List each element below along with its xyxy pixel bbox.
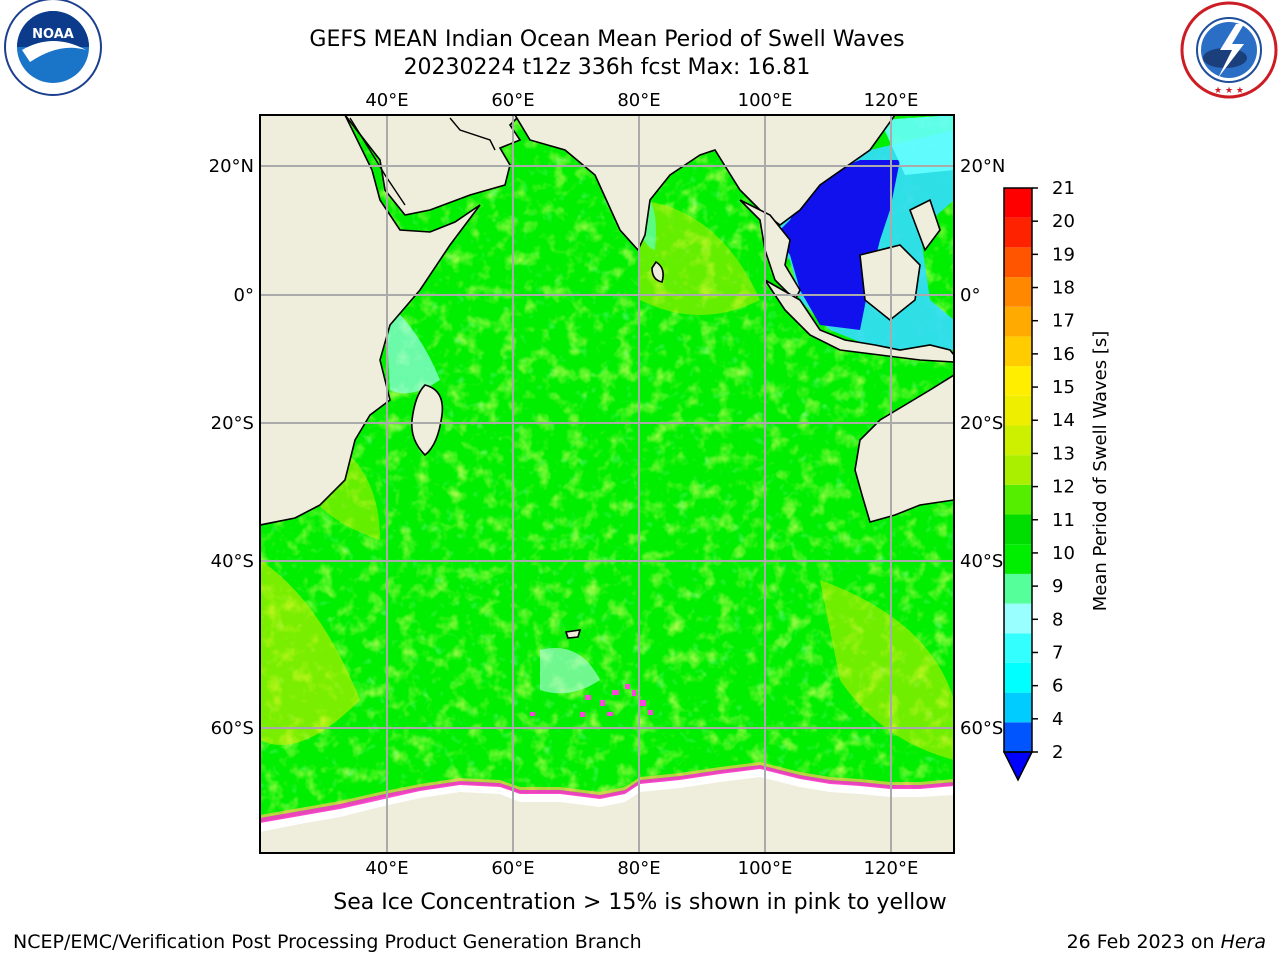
map-frame [259,114,955,854]
graticule [260,115,954,853]
map-title: GEFS MEAN Indian Ocean Mean Period of Sw… [309,27,905,52]
colorbar-tick-label: 12 [1052,477,1075,498]
lat-label: 20°S [960,413,1003,434]
colorbar-swatch [1004,395,1032,426]
lat-label: 40°S [211,551,254,572]
colorbar-swatch [1004,425,1032,456]
colorbar-tick-label: 13 [1052,443,1075,464]
sea-ice-patches [530,684,653,717]
colorbar-tick-label: 16 [1052,344,1075,365]
colorbar-swatch [1004,662,1032,693]
lat-label: 20°N [960,156,1005,177]
lat-labels-left: 20°N 0° 20°S 40°S 60°S [209,156,254,739]
sea-ice-note: Sea Ice Concentration > 15% is shown in … [333,890,947,915]
nws-logo: ★ ★ ★ [1180,1,1278,99]
colorbar-swatch [1004,514,1032,545]
lon-label: 80°E [617,858,660,879]
lat-label: 60°S [960,718,1003,739]
colorbar-swatch [1004,544,1032,574]
lat-labels-right: 20°N 0° 20°S 40°S 60°S [960,156,1005,739]
australia [854,374,954,523]
colorbar-tick-label: 8 [1052,609,1063,630]
colorbar-tick-label: 6 [1052,676,1063,697]
svg-text:★ ★ ★: ★ ★ ★ [1214,86,1244,96]
colorbar-swatch [1004,573,1032,604]
lat-label: 20°N [209,156,254,177]
colorbar-tick-label: 21 [1052,178,1075,199]
colorbar-swatch [1004,366,1032,396]
lon-label: 80°E [617,90,660,111]
colorbar-swatch [1004,217,1032,248]
colorbar-tick-label: 10 [1052,543,1075,564]
lon-label: 100°E [738,858,793,879]
lon-label: 60°E [491,90,534,111]
colorbar-swatch [1004,247,1032,278]
madagascar [410,384,444,457]
lat-label: 0° [234,285,254,306]
colorbar-swatch [1004,277,1032,307]
lat-label: 0° [960,285,980,306]
colorbar-tick-label: 14 [1052,410,1075,431]
colorbar-tick-label: 18 [1052,278,1075,299]
noaa-logo: NOAA [4,0,102,96]
sri-lanka [651,260,664,283]
lon-label: 60°E [491,858,534,879]
lon-labels-top: 40°E 60°E 80°E 100°E 120°E [365,90,918,111]
colorbar-frame [1003,187,1033,753]
kerguelen [564,629,582,639]
colorbar-tick-label: 7 [1052,642,1063,663]
colorbar-swatch [1004,633,1032,663]
colorbar-tick-label: 20 [1052,211,1075,232]
colorbar-swatch [1004,692,1032,723]
colorbar-swatch [1004,722,1032,752]
colorbar-swatch [1004,306,1032,337]
machine-name: Hera [1220,931,1266,953]
lon-label: 100°E [738,90,793,111]
colorbar-label: Mean Period of Swell Waves [s] [1090,331,1111,612]
lon-label: 40°E [365,858,408,879]
india-asia [514,115,896,252]
sumatra-java [764,279,954,363]
lat-label: 60°S [211,718,254,739]
noaa-logo-text: NOAA [32,27,74,42]
lat-label: 40°S [960,551,1003,572]
colorbar-swatch [1004,455,1032,485]
colorbar-swatch [1004,603,1032,634]
lon-labels-bottom: 40°E 60°E 80°E 100°E 120°E [365,858,918,879]
colorbar-tick-label: 11 [1052,510,1075,531]
colorbar-tick-label: 17 [1052,311,1075,332]
lat-label: 20°S [211,413,254,434]
colorbar-tick-label: 9 [1052,576,1063,597]
date-stamp: 26 Feb 2023 on Hera [1067,931,1266,953]
lon-label: 40°E [365,90,408,111]
colorbar: 2 4 6 7 8 9 10 11 12 13 14 15 16 17 18 19 20 21 [1002,178,1075,782]
colorbar-swatch [1004,484,1032,515]
map-area [260,115,954,853]
colorbar-under-triangle [1002,751,1034,782]
colorbar-tick-label: 19 [1052,244,1075,265]
colorbar-swatch [1004,188,1032,218]
colorbar-tick-label: 15 [1052,377,1075,398]
colorbar-swatch [1004,336,1032,367]
colorbar-tick-label: 4 [1052,709,1063,730]
lon-label: 120°E [864,90,919,111]
colorbar-tick-label: 2 [1052,742,1063,763]
philippines [908,198,941,252]
credit-text: NCEP/EMC/Verification Post Processing Pr… [13,931,642,953]
map-subtitle: 20230224 t12z 336h fcst Max: 16.81 [403,55,811,80]
date-text: 26 Feb 2023 on [1066,931,1221,953]
lon-label: 120°E [864,858,919,879]
